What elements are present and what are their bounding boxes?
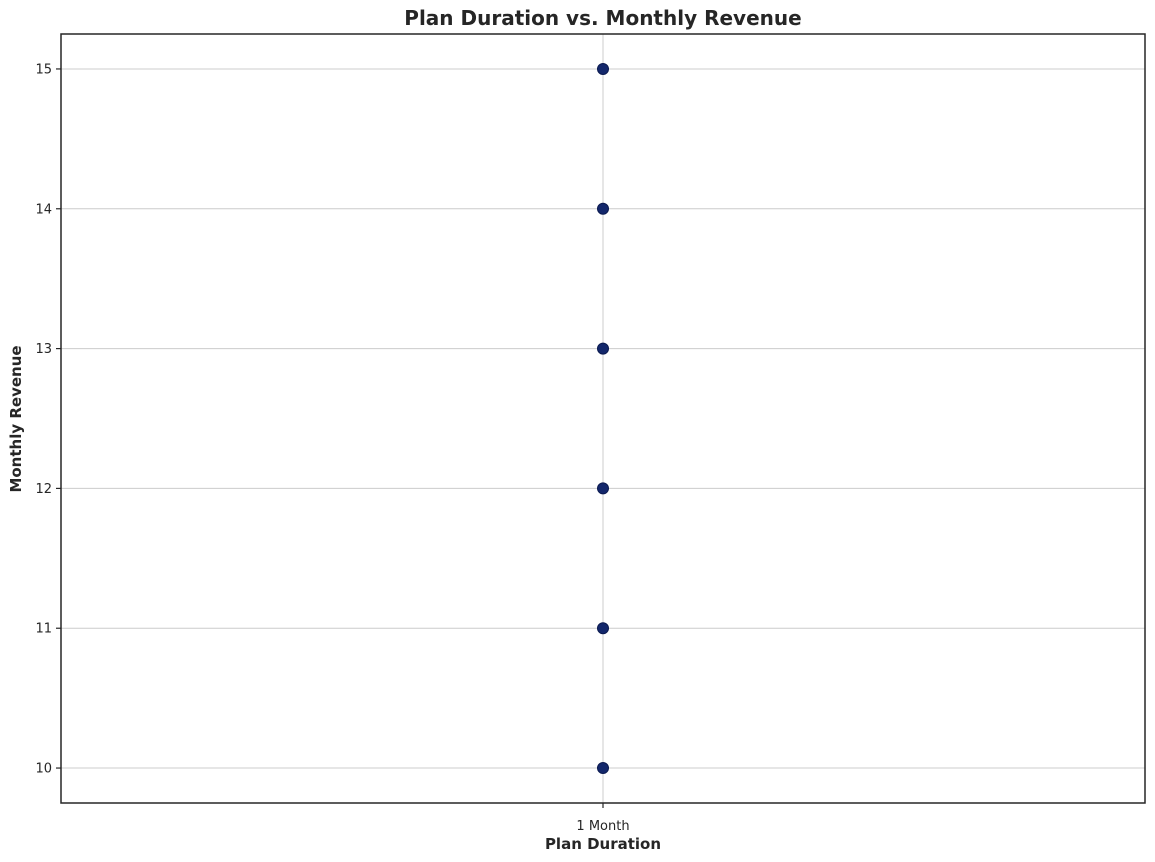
- data-point: [597, 202, 609, 215]
- y-tick-label: 14: [35, 202, 52, 217]
- data-point: [597, 342, 609, 355]
- y-tick-label: 13: [35, 342, 52, 357]
- data-point: [597, 62, 609, 75]
- y-axis-label: Monthly Revenue: [7, 345, 25, 492]
- data-points: [597, 62, 609, 775]
- y-tick-label: 11: [35, 622, 52, 637]
- grid-lines: [61, 34, 1145, 803]
- y-tick-label: 10: [35, 762, 52, 777]
- data-point: [597, 482, 609, 495]
- x-tick-label: 1 Month: [576, 819, 629, 834]
- y-axis-ticks: 10 11 12 13 14 15: [35, 62, 61, 777]
- y-tick-label: 12: [35, 482, 52, 497]
- data-point: [597, 622, 609, 635]
- x-axis-ticks: 1 Month: [576, 803, 630, 834]
- data-point: [597, 762, 609, 775]
- chart-title: Plan Duration vs. Monthly Revenue: [404, 6, 801, 30]
- y-tick-label: 15: [35, 62, 52, 77]
- x-axis-label: Plan Duration: [545, 835, 661, 853]
